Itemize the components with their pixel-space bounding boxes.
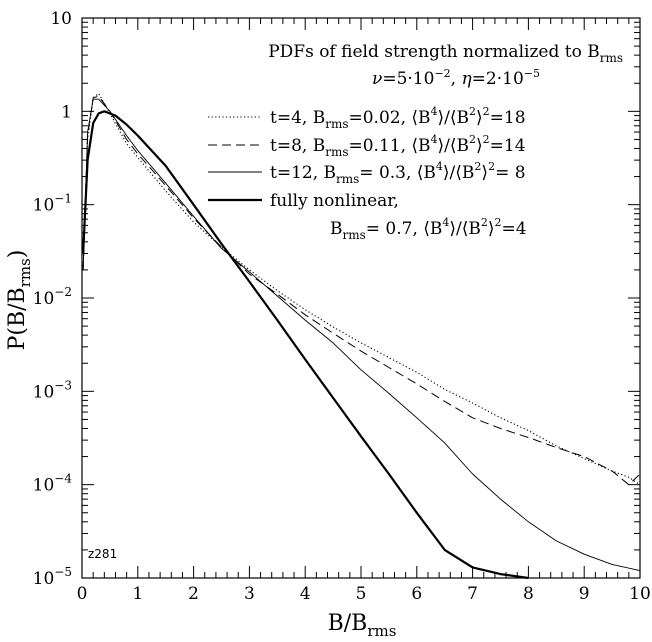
y-tick-label: 10−3 (33, 378, 72, 402)
y-tick-label: 10−1 (33, 192, 72, 216)
legend-text-3: t=12, Brms= 0.3, ⟨B4⟩/⟨B2⟩2= 8 (270, 160, 526, 186)
legend: t=4, Brms=0.02, ⟨B4⟩/⟨B2⟩2=18t=8, Brms=0… (208, 105, 527, 242)
x-tick-label: 1 (132, 584, 143, 604)
figure-tag: z281 (88, 547, 117, 561)
y-tick-label: 10 (50, 9, 72, 29)
series-line-3 (82, 98, 641, 572)
legend-text-1: t=4, Brms=0.02, ⟨B4⟩/⟨B2⟩2=18 (270, 105, 526, 131)
x-tick-label: 8 (523, 584, 534, 604)
chart-params: ν=5·10−2, η=2·10−5 (372, 67, 540, 89)
x-tick-label: 9 (579, 584, 590, 604)
legend-text-2: t=8, Brms=0.11, ⟨B4⟩/⟨B2⟩2=14 (270, 133, 526, 159)
x-tick-label: 2 (188, 584, 199, 604)
legend-text-4-line2: Brms= 0.7, ⟨B4⟩/⟨B2⟩2=4 (330, 216, 527, 242)
x-tick-label: 0 (77, 584, 88, 604)
series-line-4 (82, 110, 529, 580)
x-tick-label: 10 (629, 584, 651, 604)
y-tick-label: 10−2 (33, 285, 72, 309)
plot-frame (81, 17, 641, 579)
data-curves (82, 93, 641, 580)
x-tick-label: 6 (411, 584, 422, 604)
chart-title: PDFs of field strength normalized to Brm… (268, 42, 623, 65)
y-tick-label: 10−5 (33, 565, 72, 589)
x-axis-label: B/Brms (328, 611, 397, 640)
x-tick-labels: 0 1 2 3 4 5 6 7 8 9 10 (77, 584, 651, 604)
y-tick-label: 1 (61, 102, 72, 122)
x-tick-label: 4 (300, 584, 311, 604)
y-tick-labels: 10−5 10−4 10−3 10−2 10−1 1 10 (33, 9, 73, 589)
x-tick-label: 5 (356, 584, 367, 604)
legend-text-4: fully nonlinear, (270, 191, 399, 211)
x-tick-label: 3 (244, 584, 255, 604)
axis-ticks (81, 17, 641, 579)
x-tick-label: 7 (467, 584, 478, 604)
y-axis-label: P(B/Brms) (5, 250, 34, 351)
y-tick-label: 10−4 (33, 472, 73, 496)
